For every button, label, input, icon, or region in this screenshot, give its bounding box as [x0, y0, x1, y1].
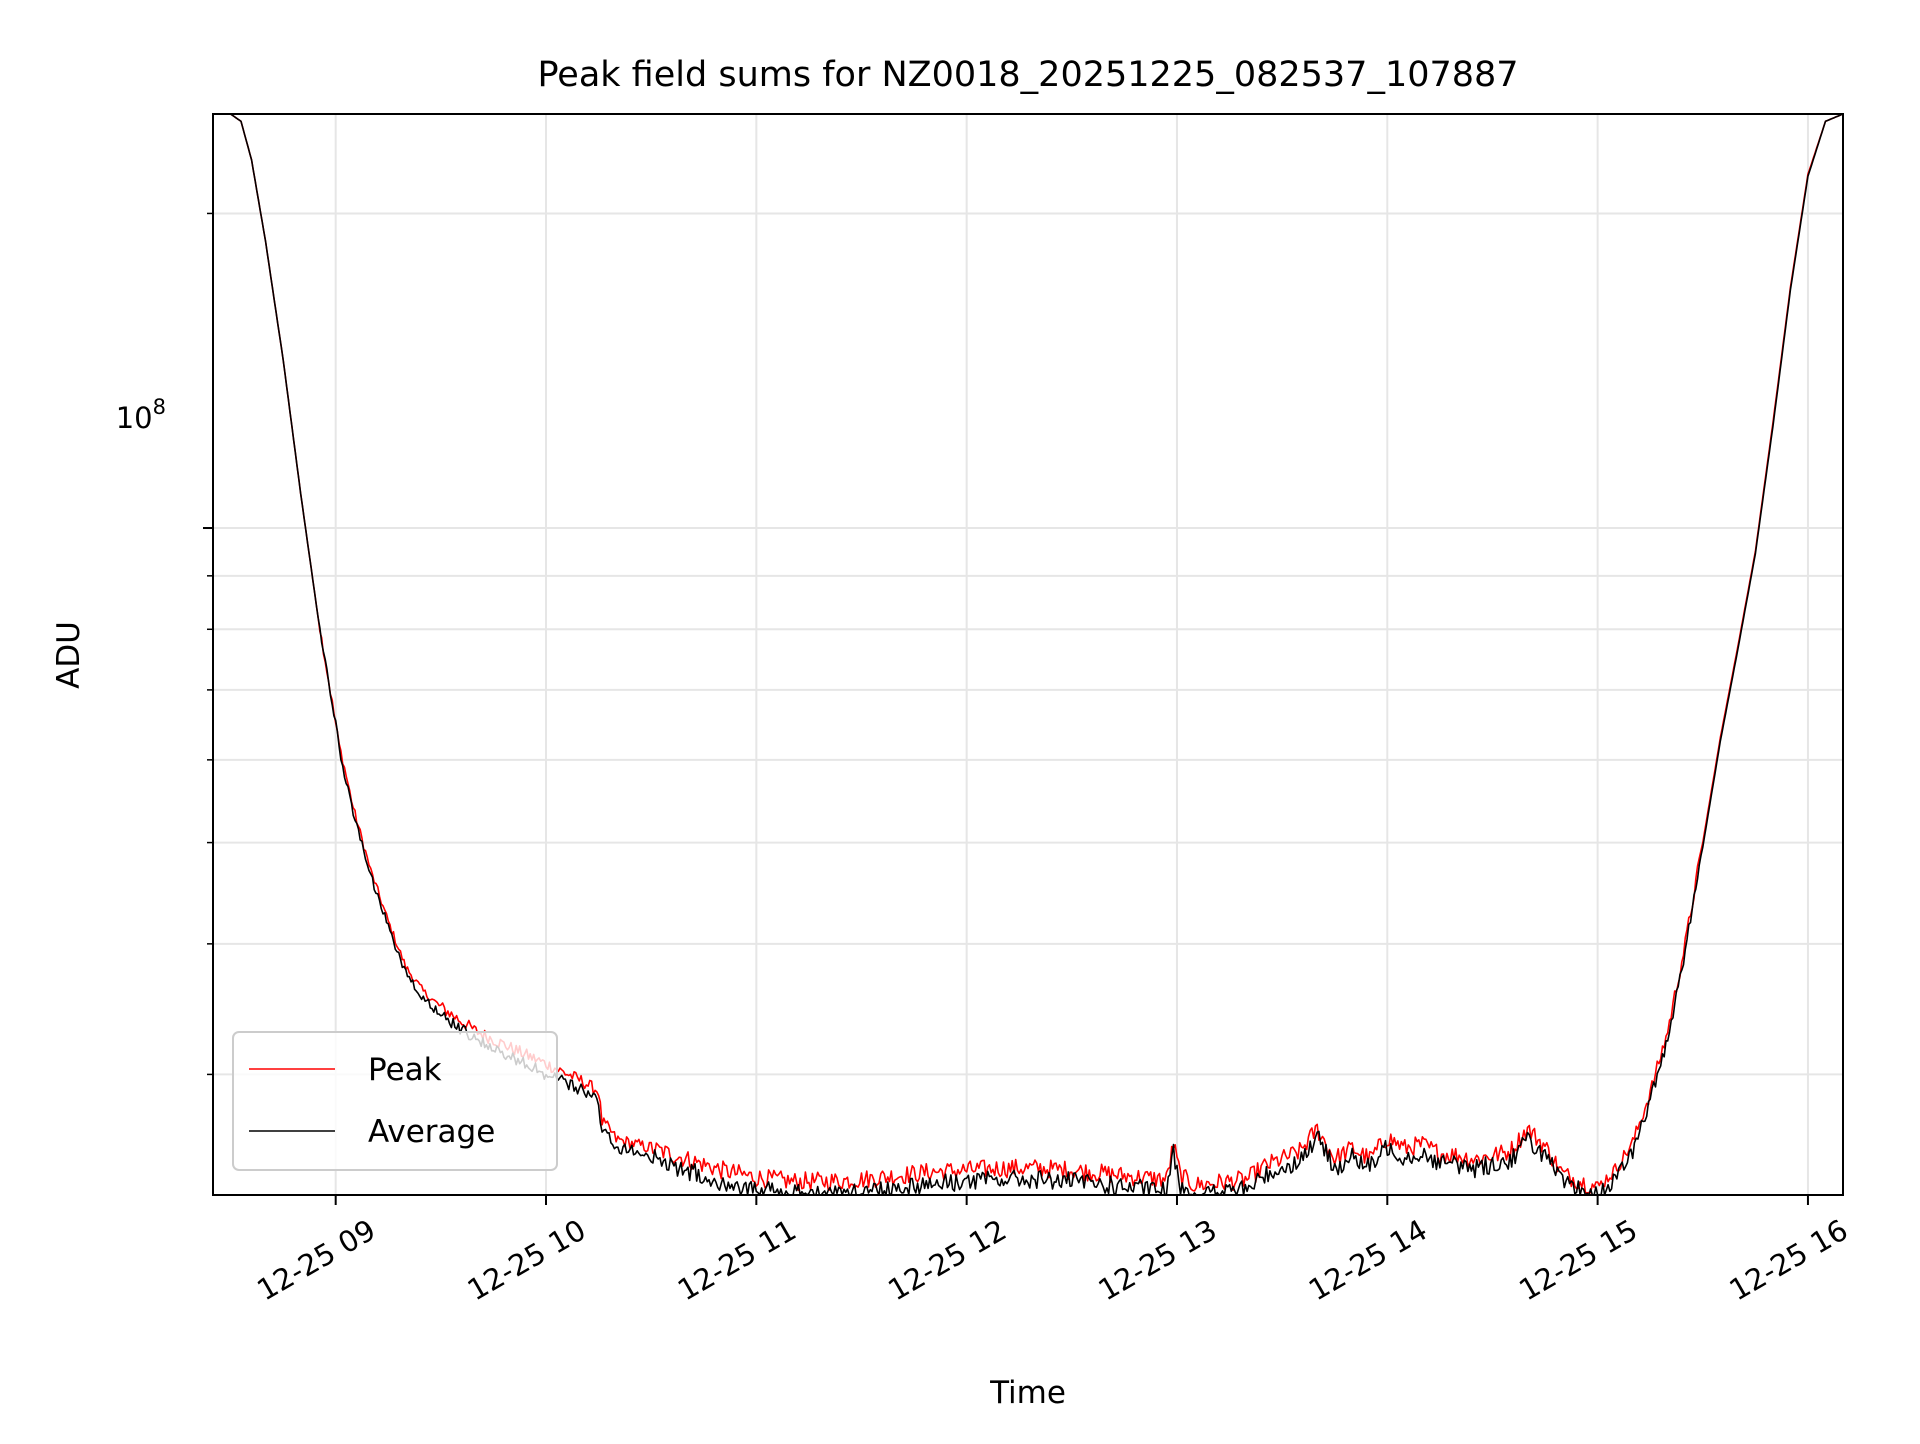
chart-title: Peak field sums for NZ0018_20251225_0825… [537, 55, 1518, 95]
legend: Peak Average [232, 1031, 558, 1171]
grid-lines [213, 114, 1843, 1195]
legend-box [232, 1031, 558, 1171]
series-line-peak [213, 113, 1844, 1194]
y-axis-label: ADU [51, 621, 87, 689]
tick-marks [203, 212, 1809, 1205]
legend-label-average: Average [368, 1114, 495, 1150]
x-axis-label: Time [989, 1375, 1066, 1411]
legend-label-peak: Peak [368, 1052, 442, 1088]
y-tick-label-1e8: 108 [116, 395, 166, 435]
plot-frame [212, 113, 1844, 1196]
